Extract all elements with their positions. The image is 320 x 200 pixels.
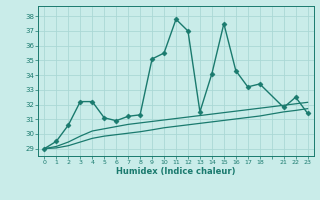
X-axis label: Humidex (Indice chaleur): Humidex (Indice chaleur) — [116, 167, 236, 176]
